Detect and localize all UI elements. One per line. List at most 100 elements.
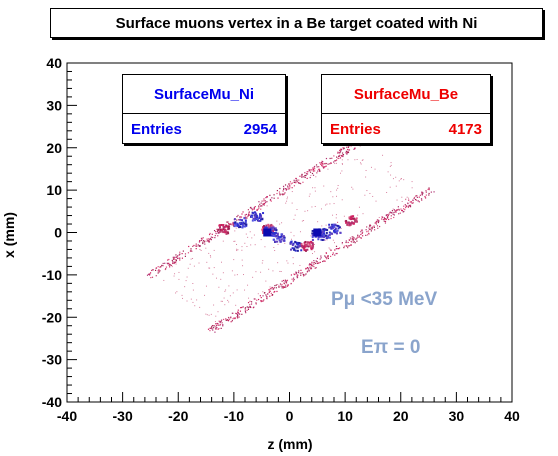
be-vertex-point <box>237 214 239 217</box>
be-vertex-point <box>428 188 430 191</box>
be-vertex-point <box>207 238 209 240</box>
be-vertex-point <box>210 326 213 328</box>
ni-vertex-point <box>242 222 245 225</box>
be-vertex-point <box>369 224 371 226</box>
be-vertex-point <box>348 245 351 247</box>
be-vertex-point <box>247 236 249 238</box>
be-vertex-point <box>225 319 227 321</box>
be-vertex-point <box>337 157 339 159</box>
be-vertex-point <box>296 209 298 211</box>
be-vertex-point <box>200 249 202 251</box>
be-vertex-point <box>264 200 266 202</box>
be-vertex-point <box>261 262 263 264</box>
be-vertex-point <box>263 198 265 200</box>
be-vertex-point <box>279 223 281 225</box>
be-vertex-point <box>317 221 319 223</box>
ni-vertex-point <box>282 235 285 238</box>
ni-vertex-point <box>328 226 331 229</box>
be-vertex-point <box>170 264 173 266</box>
be-vertex-point <box>342 148 345 150</box>
be-vertex-point <box>310 246 313 249</box>
ni-vertex-point <box>336 224 339 227</box>
be-vertex-point <box>370 227 372 229</box>
ni-vertex-point <box>255 215 258 218</box>
be-vertex-point <box>240 307 242 309</box>
ni-vertex-point <box>322 238 325 241</box>
be-vertex-point <box>199 245 202 247</box>
be-vertex-point <box>351 236 353 238</box>
be-vertex-point <box>401 196 403 198</box>
be-vertex-point <box>299 183 302 185</box>
be-vertex-point <box>232 312 234 314</box>
be-vertex-point <box>215 328 217 330</box>
be-vertex-point <box>310 174 312 176</box>
be-vertex-point <box>282 193 284 195</box>
be-vertex-point <box>338 247 341 249</box>
be-vertex-point <box>404 208 406 211</box>
be-vertex-point <box>385 214 387 217</box>
ni-vertex-point <box>254 215 257 218</box>
be-vertex-point <box>244 310 247 313</box>
ni-vertex-point <box>237 224 240 227</box>
be-vertex-point <box>262 300 264 302</box>
be-vertex-point <box>421 199 423 201</box>
be-vertex-point <box>291 278 293 280</box>
be-vertex-point <box>208 314 210 316</box>
be-vertex-point <box>347 221 350 224</box>
be-vertex-point <box>343 215 345 217</box>
be-vertex-point <box>232 318 234 320</box>
be-vertex-point <box>352 241 355 243</box>
be-vertex-point <box>315 164 318 166</box>
be-vertex-point <box>419 194 422 196</box>
ni-vertex-point <box>292 242 295 245</box>
be-vertex-point <box>227 316 230 319</box>
be-vertex-point <box>309 263 312 265</box>
be-vertex-point <box>271 287 273 289</box>
stats-entries-label-ni: Entries <box>131 120 182 138</box>
be-vertex-point <box>356 158 358 160</box>
be-vertex-point <box>398 208 400 210</box>
ni-vertex-point <box>326 229 329 232</box>
be-vertex-point <box>223 297 225 299</box>
ni-vertex-point <box>278 236 281 239</box>
be-vertex-point <box>280 285 282 287</box>
be-vertex-point <box>364 194 366 196</box>
ni-vertex-point <box>282 236 285 239</box>
be-vertex-point <box>425 194 427 196</box>
be-vertex-point <box>325 165 327 167</box>
be-vertex-point <box>337 248 339 250</box>
be-vertex-point <box>276 290 278 293</box>
be-vertex-point <box>304 175 306 177</box>
ni-vertex-point <box>243 225 246 228</box>
be-vertex-point <box>303 245 306 248</box>
be-vertex-point <box>360 144 362 146</box>
be-vertex-point <box>310 240 313 243</box>
be-vertex-point <box>219 230 222 233</box>
be-vertex-point <box>393 214 395 216</box>
be-vertex-point <box>265 280 267 282</box>
axis-ticks: -40 -30 -20 -10 0 10 20 30 40 40 30 20 10 0 -10 -20 -30 -… <box>42 55 520 424</box>
be-vertex-point <box>163 279 165 281</box>
be-vertex-point <box>400 178 402 180</box>
be-vertex-point <box>258 201 260 203</box>
be-vertex-point <box>421 194 423 196</box>
be-vertex-point <box>199 240 201 242</box>
be-vertex-point <box>263 203 265 205</box>
ni-vertex-point <box>269 226 272 229</box>
be-vertex-point <box>287 185 289 187</box>
be-vertex-point <box>161 264 163 267</box>
be-vertex-point <box>293 179 295 181</box>
be-vertex-point <box>259 295 261 297</box>
be-vertex-point <box>402 211 404 213</box>
be-vertex-point <box>310 235 312 237</box>
be-vertex-point <box>369 192 371 194</box>
be-vertex-point <box>330 162 332 164</box>
be-vertex-point <box>286 196 288 198</box>
be-vertex-point <box>359 162 361 164</box>
be-vertex-point <box>330 162 332 164</box>
be-vertex-point <box>182 250 184 252</box>
be-vertex-point <box>306 266 309 269</box>
be-vertex-point <box>285 188 288 191</box>
be-vertex-point <box>345 219 348 222</box>
be-vertex-point <box>238 313 240 315</box>
